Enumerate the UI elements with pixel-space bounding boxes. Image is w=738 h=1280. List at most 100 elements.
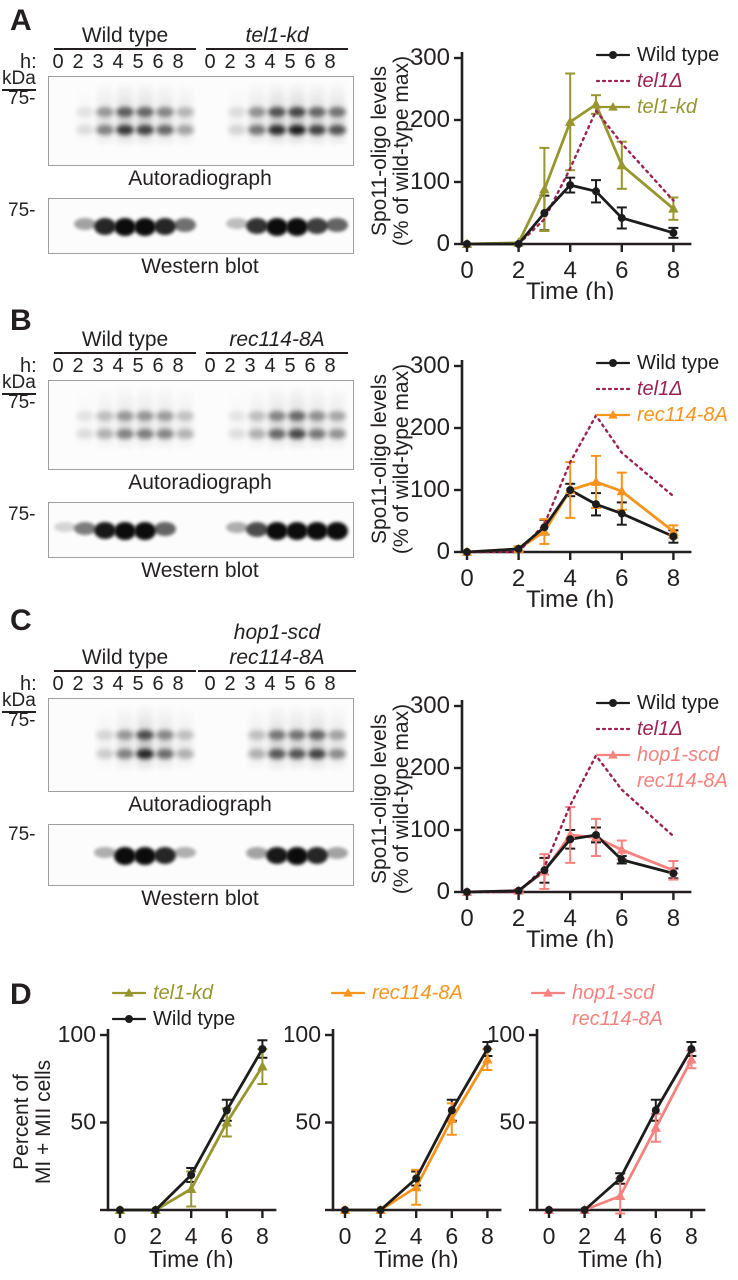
chart-svg: 50 100 0 2 4 6 8 Time (h) Percent of MI + MII cel… (10, 1021, 277, 1268)
panel-D: D 50 100 0 2 4 6 8 Time (h) Percent of MI + MII c… (0, 958, 738, 1280)
lane-time-label: 0 (52, 51, 64, 73)
meiosis-progression-chart-rec114-8A: 50 100 0 2 4 6 8 Time (h) rec114-8A (285, 966, 509, 1268)
svg-text:0: 0 (437, 538, 450, 565)
triangle-marker-swatch (596, 750, 630, 759)
svg-text:6: 6 (615, 565, 628, 592)
svg-text:6: 6 (220, 1223, 233, 1249)
svg-text:(% of wild-type max): (% of wild-type max) (390, 56, 413, 246)
chart-legend: Wild type tel1Δ tel1-kd (596, 42, 719, 120)
svg-text:Percent of: Percent of (10, 1074, 33, 1170)
spo11-oligo-chart-rec114-8A: 0 100 200 300 0 2 4 6 8 Time (h) Spo11-oligo level… (370, 326, 738, 609)
blot-group1-label: Wild type (54, 645, 196, 672)
svg-text:2: 2 (149, 1223, 162, 1249)
lane-time-label: 6 (152, 355, 164, 377)
lane-time-label: 5 (132, 355, 144, 377)
svg-text:0: 0 (114, 1223, 127, 1249)
svg-text:4: 4 (564, 565, 577, 592)
svg-text:Time (h): Time (h) (578, 1246, 663, 1268)
svg-text:8: 8 (481, 1223, 494, 1249)
legend-entry: tel1-kd (112, 980, 235, 1006)
legend-label: Wild type (637, 43, 720, 66)
dotted-line-swatch (596, 79, 630, 83)
lane-time-label: 8 (172, 673, 184, 695)
western-blot-image (48, 198, 354, 254)
svg-text:100: 100 (489, 1021, 525, 1047)
svg-text:4: 4 (185, 1223, 198, 1249)
legend-entry: tel1Δ (596, 716, 728, 742)
blot-group2-label: tel1-kd (206, 23, 348, 50)
dotted-line-swatch (596, 727, 630, 731)
svg-text:Spo11-oligo levels: Spo11-oligo levels (370, 374, 391, 544)
svg-text:50: 50 (70, 1109, 96, 1135)
legend-entry: hop1-scd (531, 980, 663, 1006)
svg-text:Time (h): Time (h) (526, 926, 614, 948)
lane-time-label: 4 (264, 355, 276, 377)
western-blot-caption: Western blot (141, 559, 259, 582)
chart-svg: 0 100 200 300 0 2 4 6 8 Time (h) Spo11-oligo level… (370, 692, 692, 948)
panel-label-D: D (10, 978, 32, 1011)
legend-entry: tel1Δ (596, 376, 728, 402)
mw-75-marker: 75- (8, 504, 36, 525)
svg-text:8: 8 (667, 565, 680, 592)
svg-text:0: 0 (437, 230, 450, 257)
meiosis-progression-chart-hop1-scd-rec114-8A: 50 100 0 2 4 6 8 Time (h) hop1-scd rec114-8A (489, 966, 738, 1268)
chart-legend: rec114-8A (331, 980, 463, 1006)
meiosis-progression-chart-tel1-kd: 50 100 0 2 4 6 8 Time (h) Percent of MI + MII cel… (8, 966, 280, 1268)
lane-time-label: 2 (72, 355, 84, 377)
svg-text:Time (h): Time (h) (526, 278, 614, 300)
lane-time-label: 4 (264, 51, 276, 73)
lane-time-label: 8 (172, 51, 184, 73)
blot-group2-label: rec114-8A (206, 327, 348, 354)
legend-entry: Wild type (596, 42, 719, 68)
svg-text:(% of wild-type max): (% of wild-type max) (390, 704, 413, 894)
legend-label: Wild type (637, 691, 720, 714)
svg-text:0: 0 (460, 905, 473, 932)
lane-time-label: 8 (324, 673, 336, 695)
circle-marker-swatch (596, 359, 630, 367)
circle-marker-swatch (112, 1015, 146, 1023)
lane-time-label: 2 (224, 673, 236, 695)
chart-svg: 0 100 200 300 0 2 4 6 8 Time (h) Spo11-oligo level… (370, 44, 692, 300)
legend-label: hop1-scd (637, 743, 720, 766)
lane-time-label: 0 (204, 355, 216, 377)
lane-time-label: 5 (132, 51, 144, 73)
western-blot-image (48, 502, 354, 558)
svg-text:4: 4 (410, 1223, 423, 1249)
lane-time-label: 5 (284, 673, 296, 695)
legend-label: tel1Δ (637, 69, 683, 92)
svg-text:100: 100 (410, 168, 450, 195)
triangle-marker-swatch (596, 102, 630, 111)
circle-marker-swatch (596, 51, 630, 59)
lane-time-label: 4 (112, 51, 124, 73)
western-blot-caption: Western blot (141, 255, 259, 278)
svg-text:2: 2 (512, 905, 525, 932)
lane-time-label: 3 (244, 51, 256, 73)
svg-text:200: 200 (410, 414, 450, 441)
lane-time-label: 4 (112, 673, 124, 695)
svg-text:8: 8 (667, 257, 680, 284)
lane-time-label: 8 (324, 355, 336, 377)
svg-text:2: 2 (512, 257, 525, 284)
svg-text:50: 50 (499, 1109, 525, 1135)
triangle-marker-swatch (531, 988, 565, 997)
autoradiograph-image (48, 380, 354, 470)
lane-time-label: 2 (72, 673, 84, 695)
svg-text:6: 6 (649, 1223, 662, 1249)
mw-75-marker: 75- (8, 824, 36, 845)
svg-text:2: 2 (512, 565, 525, 592)
svg-text:(% of wild-type max): (% of wild-type max) (390, 364, 413, 554)
legend-label: tel1-kd (153, 981, 214, 1004)
svg-text:0: 0 (460, 565, 473, 592)
panel-label-B: B (10, 304, 32, 337)
svg-text:300: 300 (410, 44, 450, 71)
lane-time-label: 5 (132, 673, 144, 695)
lane-time-label: 0 (204, 51, 216, 73)
chart-legend: tel1-kd Wild type (112, 980, 235, 1032)
svg-text:4: 4 (564, 905, 577, 932)
hours-label: h: (20, 673, 37, 695)
legend-label: tel1Δ (637, 717, 683, 740)
